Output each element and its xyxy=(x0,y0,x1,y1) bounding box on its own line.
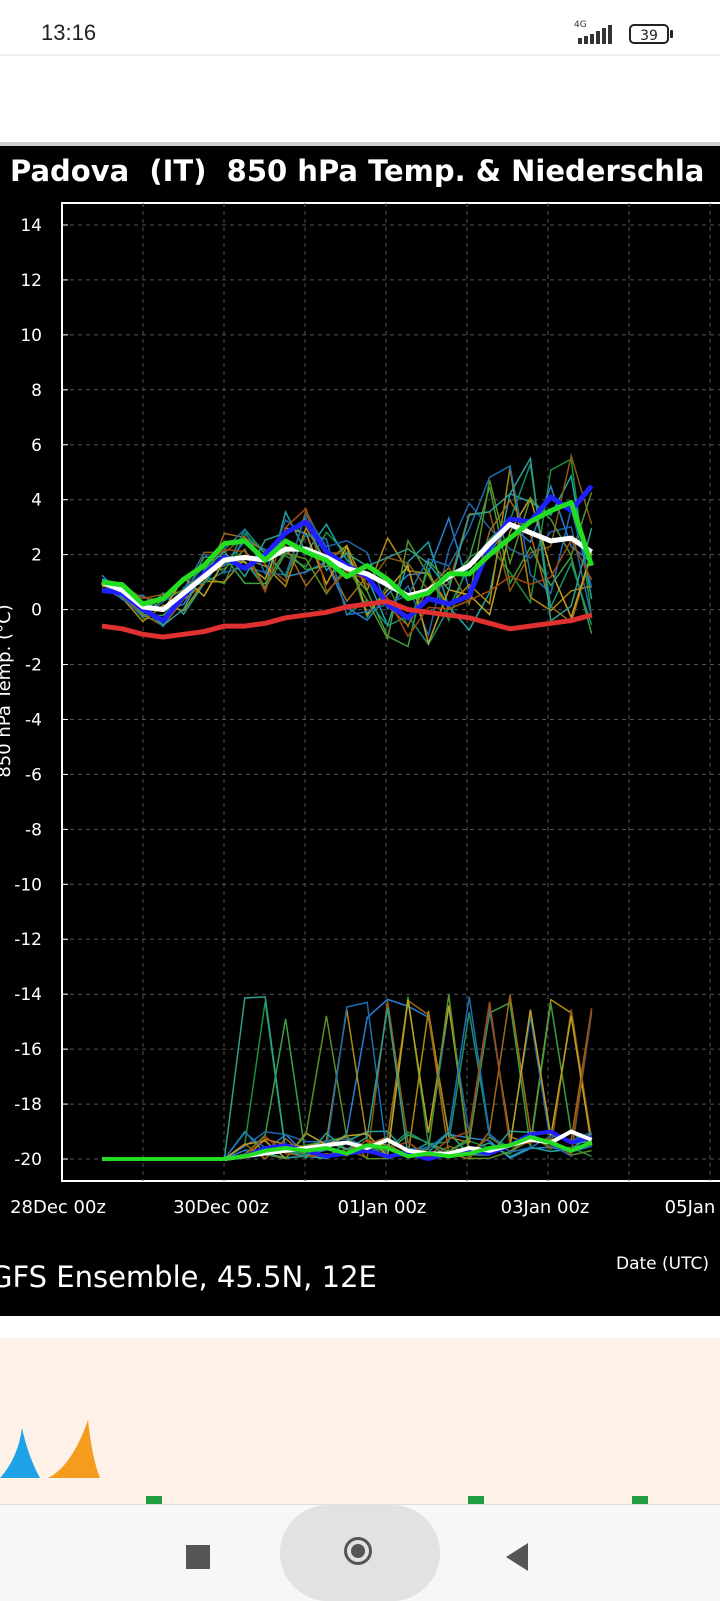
y-tick-label: -8 xyxy=(25,820,42,840)
plot-border xyxy=(61,202,720,1182)
ad-graphic xyxy=(0,1420,648,1504)
home-button[interactable] xyxy=(280,1505,440,1601)
y-tick-label: -12 xyxy=(14,930,42,950)
x-tick-label: 30Dec 00z xyxy=(173,1197,269,1218)
chart-top-border xyxy=(0,142,720,146)
navigation-bar xyxy=(0,1504,720,1601)
recents-button[interactable] xyxy=(186,1545,210,1569)
y-tick-label: 12 xyxy=(20,271,42,291)
battery-level: 39 xyxy=(640,28,658,44)
back-button[interactable] xyxy=(506,1543,528,1571)
y-tick-label: 10 xyxy=(20,326,42,346)
y-tick-label: 0 xyxy=(31,601,42,621)
blue-flame-icon xyxy=(0,1428,40,1478)
y-tick-label: 4 xyxy=(31,491,42,511)
ad-text-fragment xyxy=(468,1496,484,1504)
x-tick-label: 28Dec 00z xyxy=(10,1197,106,1218)
network-type: 4G xyxy=(574,20,587,30)
y-tick-label: -20 xyxy=(14,1150,42,1170)
operational-temp-line xyxy=(101,499,594,607)
battery-tip xyxy=(670,30,673,38)
y-tick-label: 8 xyxy=(31,381,42,401)
chart-image xyxy=(0,146,720,1316)
x-tick-label: 03Jan 00z xyxy=(501,1197,590,1218)
orange-flame-icon xyxy=(48,1420,100,1478)
home-icon xyxy=(344,1537,372,1565)
y-tick-label: -6 xyxy=(25,765,42,785)
home-icon-dot xyxy=(351,1544,365,1558)
clock: 13:16 xyxy=(41,20,97,45)
signal-strength-icon xyxy=(578,25,612,44)
climatology-temp-line xyxy=(101,598,593,640)
ad-text-fragment xyxy=(146,1496,162,1504)
x-tick-label: 01Jan 00z xyxy=(338,1197,427,1218)
operational-precip-line xyxy=(102,1135,593,1162)
status-bar: 13:16 4G 39 xyxy=(0,0,720,54)
ad-text-fragment xyxy=(632,1496,648,1504)
y-tick-label: -2 xyxy=(25,656,42,676)
y-tick-label: -10 xyxy=(14,875,42,895)
ensemble-member-line xyxy=(101,456,593,627)
divider xyxy=(0,54,720,56)
x-axis-name: Date (UTC) xyxy=(616,1254,710,1274)
battery-icon: 39 xyxy=(629,24,669,44)
y-axis-label: 850 hPa Temp. (°C) xyxy=(0,604,15,777)
ensemble-mean-temp-line xyxy=(101,521,593,613)
ensemble-member-precip-line xyxy=(102,994,592,1160)
chart-title: Padova (IT) 850 hPa Temp. & Niederschla xyxy=(10,154,705,188)
y-tick-label: -14 xyxy=(14,985,42,1005)
x-tick-label: 05Jan xyxy=(665,1197,716,1218)
model-label: GFS Ensemble, 45.5N, 12E xyxy=(0,1260,377,1294)
y-tick-label: 14 xyxy=(20,216,42,236)
y-tick-label: -4 xyxy=(25,710,42,730)
y-tick-label: -16 xyxy=(14,1040,42,1060)
ensemble-chart: 14 12 10 8 6 4 2 0 -2 -4 -6 -8 -10 -12 -14 -16 -18 -20 28D… xyxy=(0,202,720,1218)
y-tick-label: -18 xyxy=(14,1095,42,1115)
y-tick-label: 6 xyxy=(31,436,42,456)
ad-banner[interactable] xyxy=(0,1338,720,1504)
y-tick-label: 2 xyxy=(31,546,42,566)
